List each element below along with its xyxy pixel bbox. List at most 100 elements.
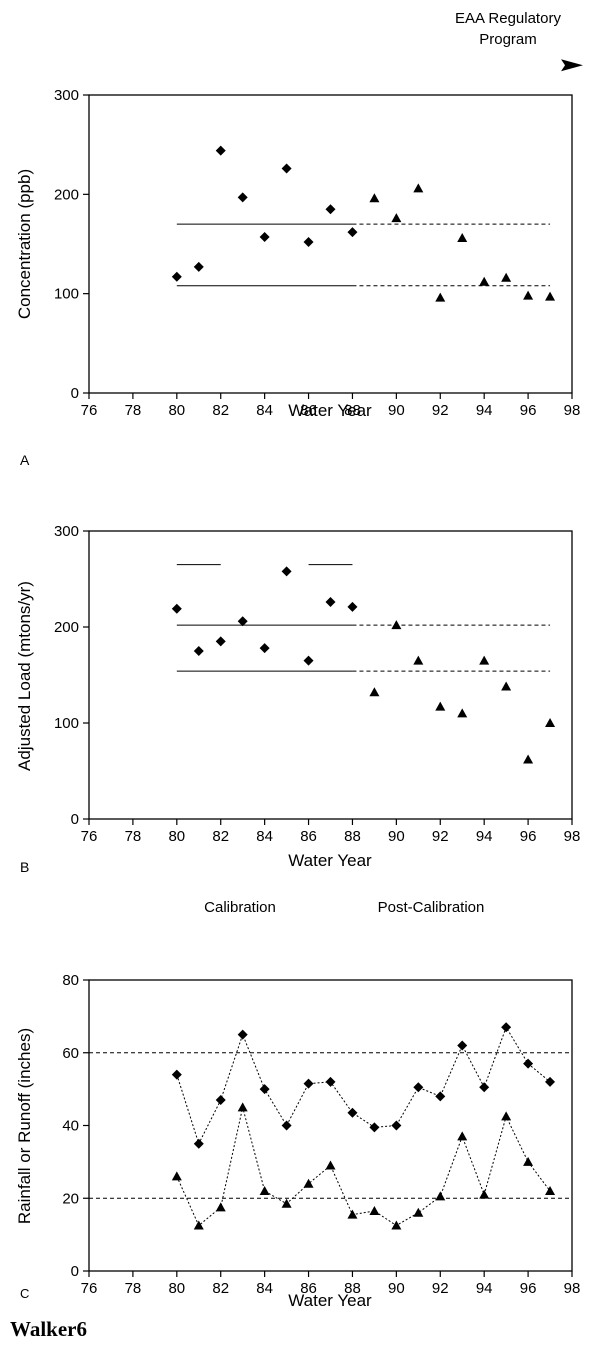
plot-frame [88, 979, 573, 1272]
triangle-marker [435, 701, 446, 711]
triangle-marker [369, 193, 380, 203]
diamond-marker [523, 1058, 534, 1069]
x-tick-label: 82 [212, 1280, 229, 1297]
regulatory-label-line2: Program [479, 31, 537, 48]
data-markers [171, 1022, 556, 1230]
y-tick-label: 60 [62, 1045, 79, 1062]
diamond-marker [281, 163, 292, 174]
panel-label: B [20, 859, 29, 875]
triangle-marker [413, 183, 424, 193]
x-tick-label: 76 [81, 402, 98, 419]
x-axis-label: Water Year [288, 851, 372, 870]
x-tick-label: 76 [81, 828, 98, 845]
x-tick-label: 98 [564, 828, 581, 845]
diamond-marker [171, 603, 182, 614]
regulatory-label-line1: EAA Regulatory [455, 10, 561, 27]
x-tick-label: 84 [256, 828, 273, 845]
x-tick-label: 98 [564, 402, 581, 419]
diamond-marker [171, 271, 182, 282]
plot-frame [88, 530, 573, 820]
triangle-marker [413, 1207, 424, 1217]
series-lines [176, 1026, 551, 1227]
diamond-marker [325, 597, 336, 608]
x-tick-label: 84 [256, 1280, 273, 1297]
diamond-marker [215, 145, 226, 156]
x-tick-label: 98 [564, 1280, 581, 1297]
triangle-marker [545, 291, 556, 301]
y-tick-labels: 0 100 200 300 [54, 87, 89, 402]
x-tick-label: 94 [476, 828, 493, 845]
triangle-marker [479, 1189, 490, 1199]
panel-a: 76 78 80 82 84 86 88 90 92 94 96 98 0 100 200 300 Wate… [15, 59, 583, 468]
reference-lines [89, 1052, 572, 1199]
x-axis-label: Water Year [288, 401, 372, 420]
reference-lines [176, 564, 551, 672]
x-tick-label: 94 [476, 1280, 493, 1297]
diamond-marker [237, 616, 248, 627]
y-tick-label: 0 [71, 811, 79, 828]
triangle-marker [435, 1191, 446, 1201]
arrow-icon [561, 59, 583, 72]
y-tick-labels: 0 100 200 300 [54, 523, 89, 828]
diamond-marker [259, 643, 270, 654]
triangle-marker [303, 1178, 314, 1188]
x-tick-label: 90 [388, 402, 405, 419]
triangle-marker [369, 687, 380, 697]
x-tick-label: 80 [168, 1280, 185, 1297]
triangle-marker [523, 290, 534, 300]
diamond-marker [193, 1138, 204, 1149]
x-axis-label: Water Year [288, 1291, 372, 1310]
x-tick-labels: 76 78 80 82 84 86 88 90 92 94 96 98 [81, 819, 581, 845]
reference-lines [176, 223, 551, 287]
diamond-marker [171, 1069, 182, 1080]
triangle-marker [523, 1156, 534, 1166]
x-tick-label: 96 [520, 402, 537, 419]
x-tick-label: 90 [388, 828, 405, 845]
triangle-marker [457, 708, 468, 718]
diamond-marker [303, 1078, 314, 1089]
y-tick-label: 200 [54, 619, 79, 636]
x-tick-label: 82 [212, 402, 229, 419]
x-tick-label: 86 [300, 402, 317, 419]
diamond-marker [391, 1120, 402, 1131]
figure-caption: Walker6 [10, 1317, 87, 1341]
x-tick-label: 96 [520, 1280, 537, 1297]
x-tick-label: 78 [125, 402, 142, 419]
x-tick-labels: 76 78 80 82 84 86 88 90 92 94 96 98 [81, 1271, 581, 1297]
diamond-marker [259, 232, 270, 243]
y-axis-label: Adjusted Load (mtons/yr) [15, 581, 34, 771]
triangle-marker [457, 233, 468, 243]
diamond-marker [435, 1091, 446, 1102]
x-tick-label: 76 [81, 1280, 98, 1297]
triangle-marker [391, 620, 402, 630]
diamond-marker [215, 1095, 226, 1106]
diamond-marker [479, 1082, 490, 1093]
triangle-marker [215, 1202, 226, 1212]
triangle-marker [457, 1131, 468, 1141]
plot-frame [88, 94, 573, 394]
x-tick-label: 84 [256, 402, 273, 419]
y-tick-label: 100 [54, 715, 79, 732]
triangle-marker [479, 655, 490, 665]
y-tick-labels: 0 20 40 60 80 [62, 972, 89, 1280]
diamond-marker [303, 237, 314, 248]
x-tick-label: 78 [125, 828, 142, 845]
diamond-marker [193, 646, 204, 656]
diamond-marker [325, 204, 336, 215]
x-tick-label: 82 [212, 828, 229, 845]
panel-label: C [20, 1286, 29, 1301]
x-tick-label: 78 [125, 1280, 142, 1297]
y-tick-label: 80 [62, 972, 79, 989]
triangle-marker [501, 272, 512, 282]
triangle-marker [413, 655, 424, 665]
triangle-marker [391, 213, 402, 223]
diamond-marker [237, 1029, 248, 1040]
x-tick-label: 92 [432, 402, 449, 419]
y-tick-label: 20 [62, 1190, 79, 1207]
post-calibration-label: Post-Calibration [378, 899, 485, 916]
diamond-marker [281, 1120, 292, 1131]
y-tick-label: 0 [71, 385, 79, 402]
triangle-marker [237, 1102, 248, 1112]
x-tick-label: 96 [520, 828, 537, 845]
